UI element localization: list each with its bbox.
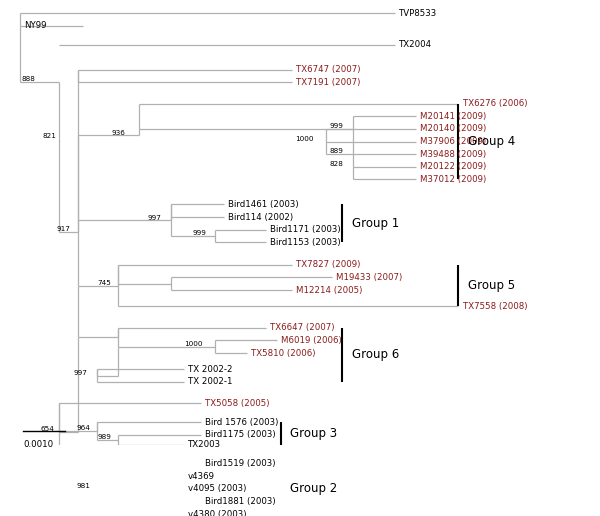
Text: v4369: v4369 xyxy=(188,472,215,481)
Text: TX6276 (2006): TX6276 (2006) xyxy=(463,99,527,108)
Text: 889: 889 xyxy=(329,149,343,154)
Text: 997: 997 xyxy=(74,370,88,376)
Text: TX7558 (2008): TX7558 (2008) xyxy=(463,302,527,311)
Text: M37906 (2009): M37906 (2009) xyxy=(421,137,487,146)
Text: Bird1461 (2003): Bird1461 (2003) xyxy=(228,200,299,209)
Text: 997: 997 xyxy=(148,215,162,220)
Text: TX2004: TX2004 xyxy=(400,40,433,49)
Text: TX2003: TX2003 xyxy=(188,441,221,449)
Text: 1000: 1000 xyxy=(295,136,313,142)
Text: TX5810 (2006): TX5810 (2006) xyxy=(251,348,316,358)
Text: TX 2002-2: TX 2002-2 xyxy=(188,365,233,374)
Text: 654: 654 xyxy=(40,426,54,432)
Text: Group 3: Group 3 xyxy=(290,427,338,440)
Text: 936: 936 xyxy=(112,130,126,136)
Text: M20122 (2009): M20122 (2009) xyxy=(421,162,487,171)
Text: TVP8533: TVP8533 xyxy=(400,9,437,18)
Text: TX6647 (2007): TX6647 (2007) xyxy=(271,324,335,332)
Text: TX6747 (2007): TX6747 (2007) xyxy=(296,66,360,74)
Text: 821: 821 xyxy=(42,133,56,139)
Text: M39488 (2009): M39488 (2009) xyxy=(421,150,487,158)
Text: 981: 981 xyxy=(76,483,90,489)
Text: M20141 (2009): M20141 (2009) xyxy=(421,112,487,121)
Text: Group 5: Group 5 xyxy=(468,279,515,292)
Text: v4380 (2003): v4380 (2003) xyxy=(188,510,247,516)
Text: Bird 1576 (2003): Bird 1576 (2003) xyxy=(205,418,278,427)
Text: 999: 999 xyxy=(192,230,206,236)
Text: M20140 (2009): M20140 (2009) xyxy=(421,124,487,134)
Text: M12214 (2005): M12214 (2005) xyxy=(296,285,362,295)
Text: Bird1171 (2003): Bird1171 (2003) xyxy=(271,225,341,234)
Text: 917: 917 xyxy=(57,226,71,232)
Text: Bird1519 (2003): Bird1519 (2003) xyxy=(205,459,275,469)
Text: 989: 989 xyxy=(97,434,111,440)
Text: TX7191 (2007): TX7191 (2007) xyxy=(296,78,360,87)
Text: M37012 (2009): M37012 (2009) xyxy=(421,175,487,184)
Text: M6019 (2006): M6019 (2006) xyxy=(281,336,342,345)
Text: M19433 (2007): M19433 (2007) xyxy=(336,273,402,282)
Text: Bird1153 (2003): Bird1153 (2003) xyxy=(271,238,341,247)
Text: 888: 888 xyxy=(21,76,35,83)
Text: Group 1: Group 1 xyxy=(352,217,399,230)
Text: v4095 (2003): v4095 (2003) xyxy=(188,485,247,493)
Text: Group 6: Group 6 xyxy=(352,348,399,361)
Text: TX5058 (2005): TX5058 (2005) xyxy=(205,399,269,408)
Text: NY99: NY99 xyxy=(24,21,47,30)
Text: Bird1175 (2003): Bird1175 (2003) xyxy=(205,430,275,439)
Text: TX 2002-1: TX 2002-1 xyxy=(188,378,233,386)
Text: Group 4: Group 4 xyxy=(468,135,515,148)
Text: TX7827 (2009): TX7827 (2009) xyxy=(296,261,360,269)
Text: Bird1881 (2003): Bird1881 (2003) xyxy=(205,497,275,506)
Text: 0.0010: 0.0010 xyxy=(23,440,53,449)
Text: Group 2: Group 2 xyxy=(290,482,338,495)
Text: 745: 745 xyxy=(97,280,111,286)
Text: 999: 999 xyxy=(329,123,343,130)
Text: 964: 964 xyxy=(76,425,90,431)
Text: 1000: 1000 xyxy=(184,341,202,347)
Text: 828: 828 xyxy=(329,161,343,167)
Text: Bird114 (2002): Bird114 (2002) xyxy=(228,213,293,221)
